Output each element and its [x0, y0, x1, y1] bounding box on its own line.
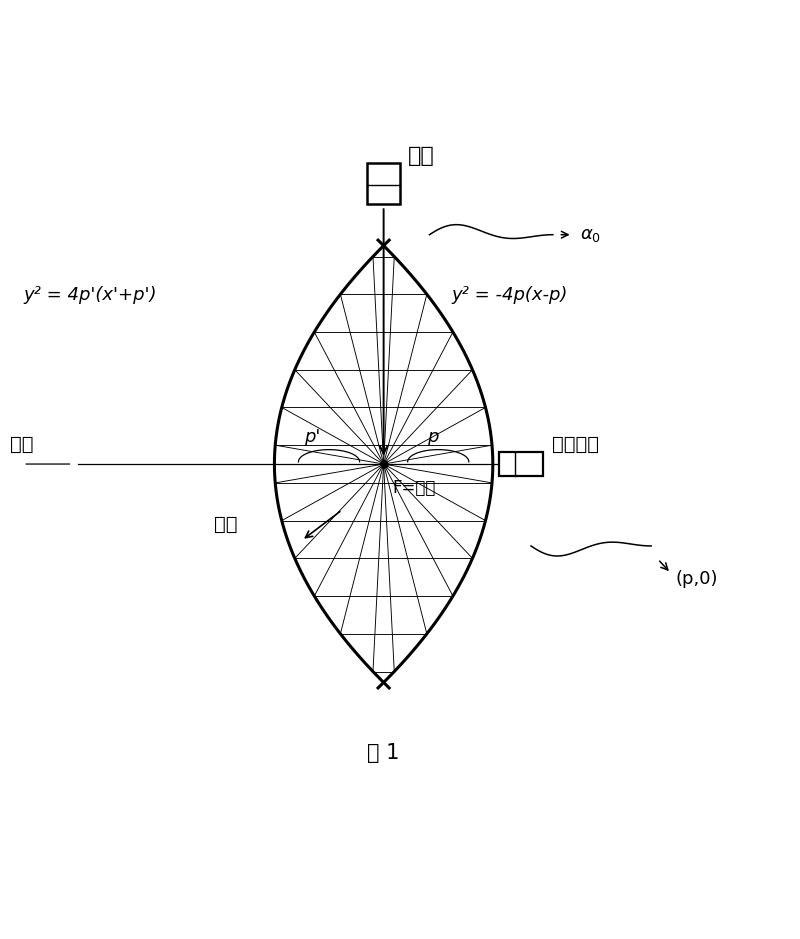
- Text: y² = 4p'(x'+p'): y² = 4p'(x'+p'): [23, 285, 157, 303]
- Text: (p,0): (p,0): [675, 570, 718, 588]
- Bar: [367, 162, 400, 204]
- Text: 光源: 光源: [408, 146, 434, 166]
- Text: y² = -4p(x-p): y² = -4p(x-p): [451, 285, 568, 303]
- Text: 光检测器: 光检测器: [552, 435, 598, 454]
- Text: p': p': [305, 428, 321, 446]
- Text: 光路: 光路: [214, 515, 238, 533]
- Text: p: p: [427, 428, 438, 446]
- Text: 图 1: 图 1: [367, 744, 400, 763]
- Text: F=焦点: F=焦点: [392, 479, 436, 497]
- Text: 光轴: 光轴: [10, 435, 34, 454]
- Bar: [499, 452, 543, 476]
- Text: $\alpha_0$: $\alpha_0$: [580, 225, 602, 244]
